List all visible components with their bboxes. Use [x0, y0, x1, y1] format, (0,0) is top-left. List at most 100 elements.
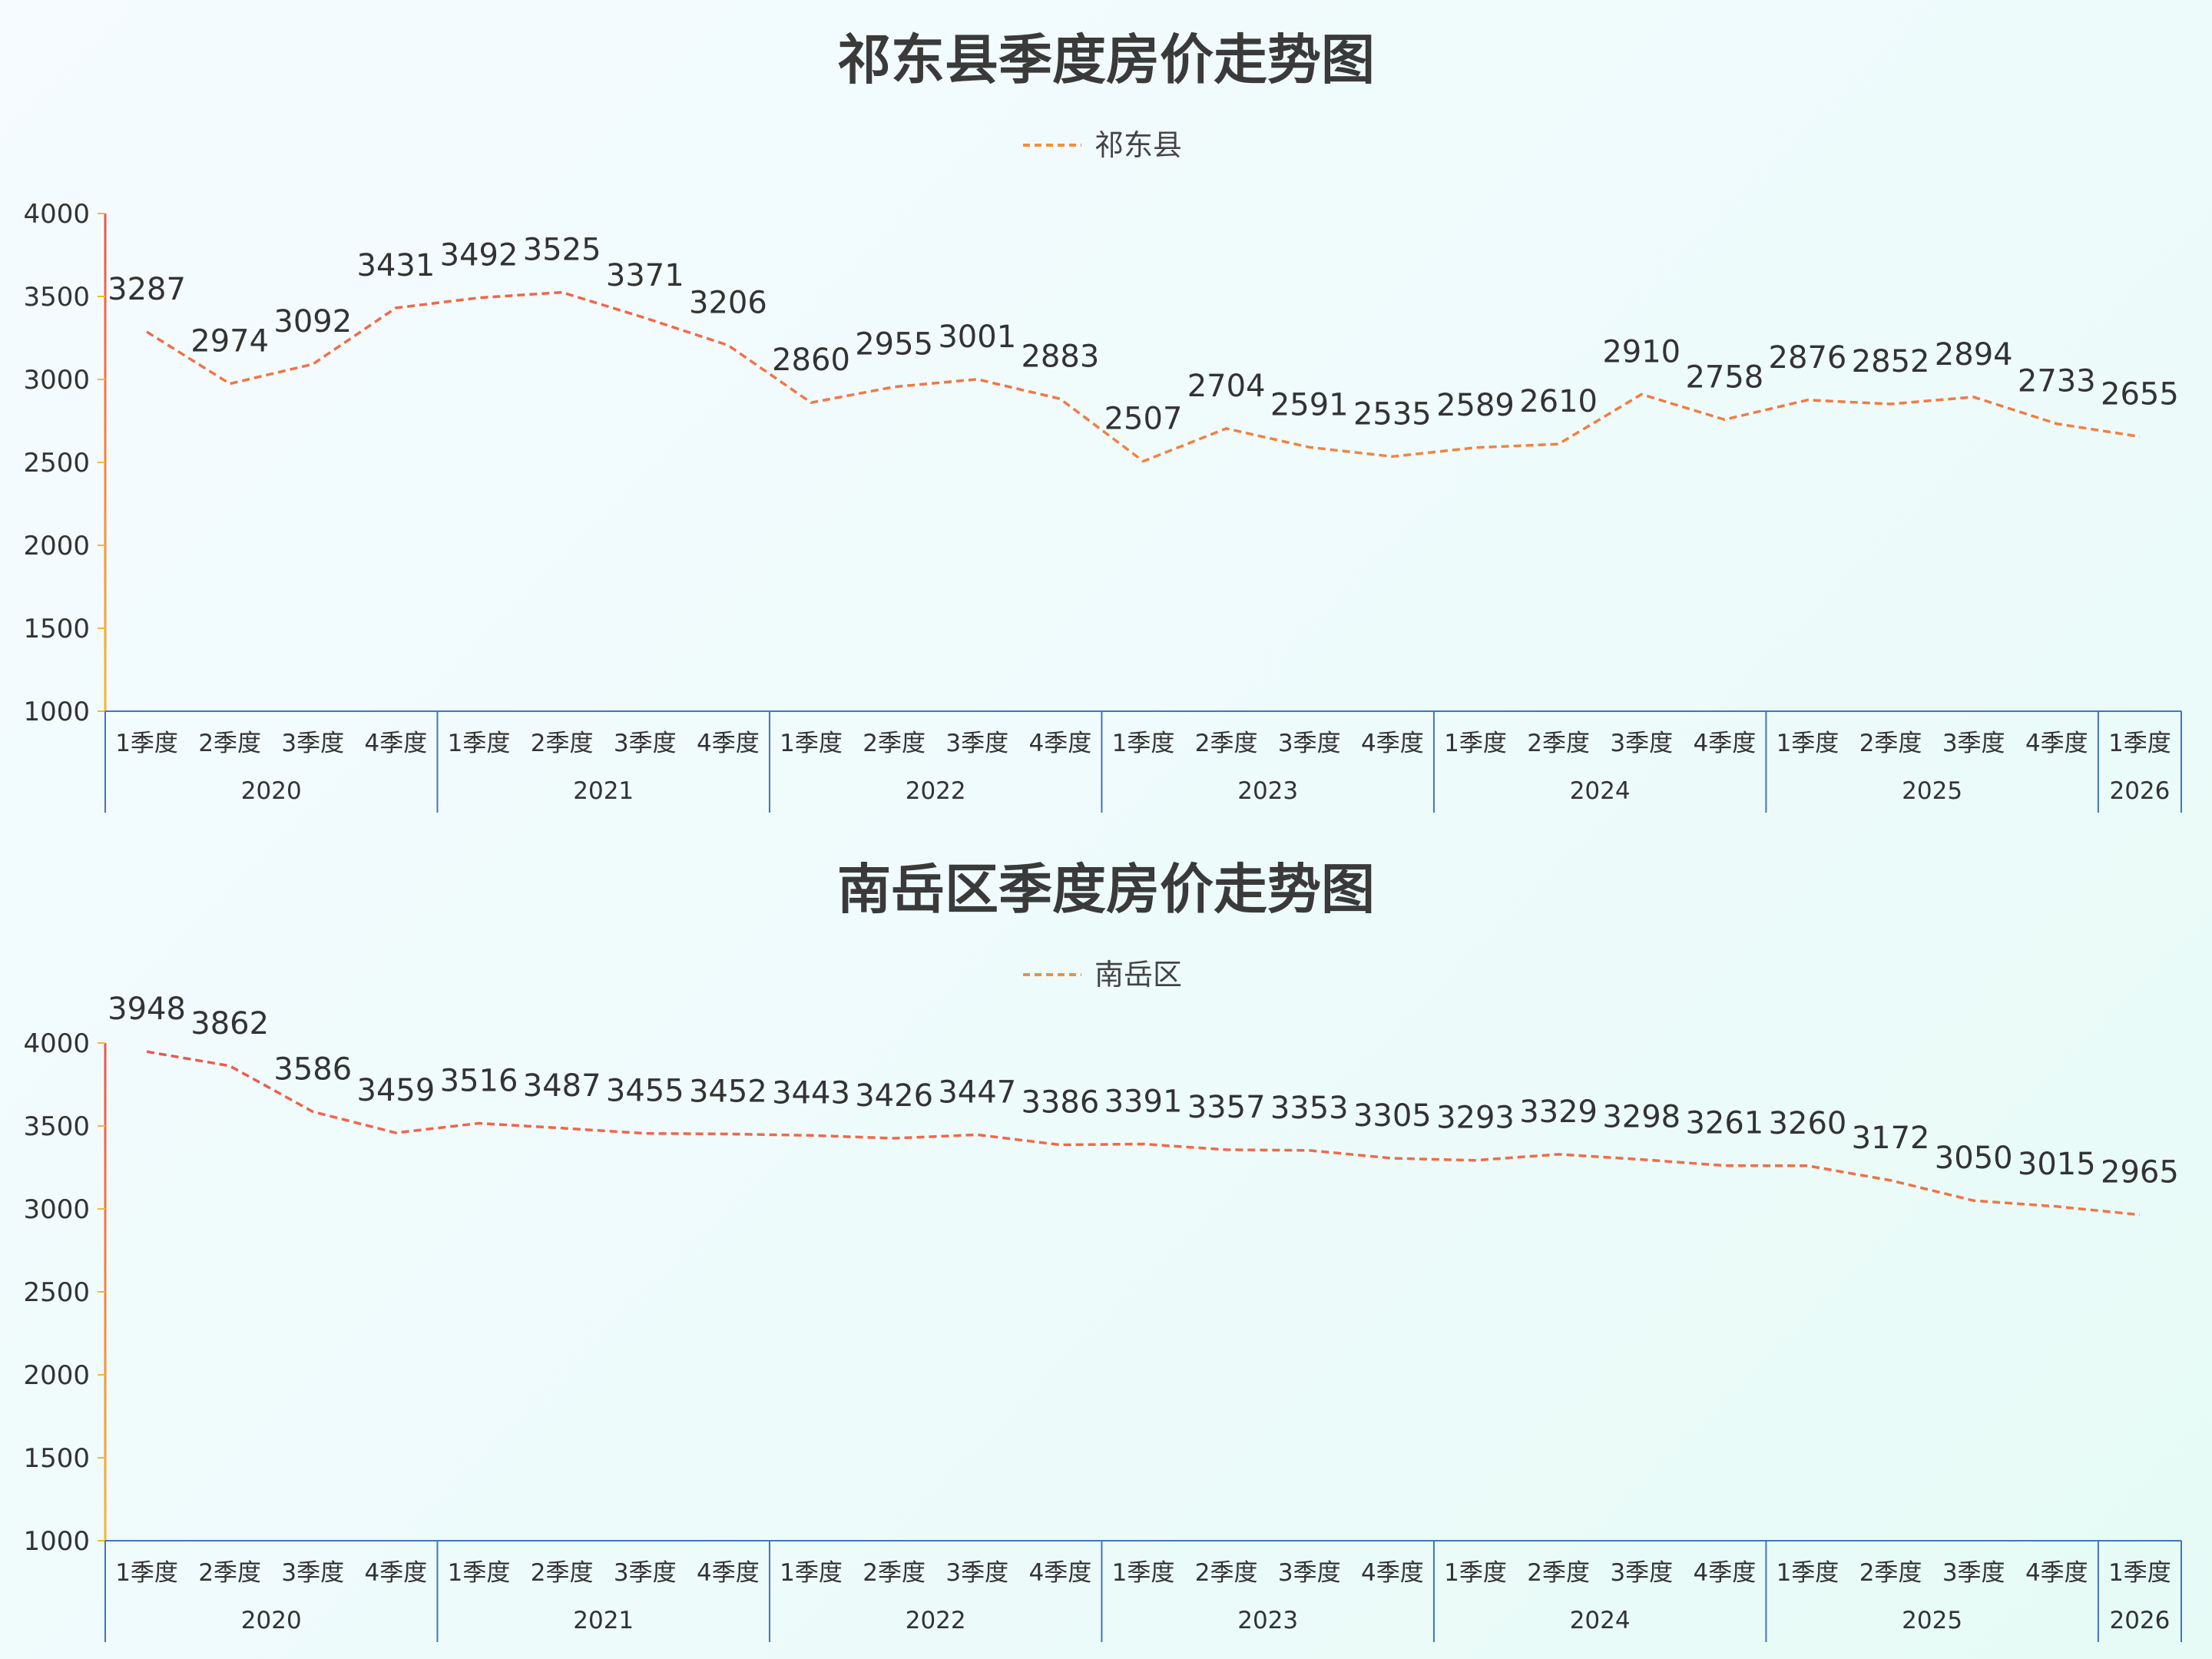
- x-quarter-label: 1季度: [1777, 1559, 1839, 1587]
- x-quarter-label: 3季度: [1278, 730, 1341, 757]
- x-quarter-label: 3季度: [614, 730, 677, 757]
- legend[interactable]: 祁东县: [1023, 128, 1182, 162]
- chart-title: 祁东县季度房价走势图: [837, 28, 1375, 91]
- x-quarter-label: 2季度: [1195, 1559, 1258, 1587]
- y-tick-label: 3500: [23, 282, 90, 313]
- data-label: 3455: [606, 1074, 684, 1109]
- data-label: 3447: [938, 1075, 1016, 1110]
- data-label: 2910: [1602, 334, 1681, 369]
- x-quarter-label: 3季度: [1942, 1559, 2005, 1587]
- chart-title: 南岳区季度房价走势图: [837, 858, 1375, 921]
- y-tick-label: 2000: [23, 1360, 90, 1391]
- x-year-label: 2024: [1570, 1607, 1631, 1634]
- data-label: 2733: [2018, 364, 2096, 399]
- data-label: 2589: [1436, 388, 1515, 423]
- data-label: 3015: [2018, 1147, 2096, 1182]
- x-quarter-label: 4季度: [2025, 730, 2088, 757]
- data-label: 2974: [190, 324, 269, 359]
- y-tick-label: 1000: [23, 1526, 90, 1557]
- data-label: 3492: [440, 238, 518, 273]
- x-year-label: 2025: [1902, 777, 1962, 805]
- x-year-label: 2022: [906, 777, 966, 805]
- x-quarter-label: 4季度: [1361, 1559, 1424, 1587]
- data-label: 2955: [855, 327, 933, 363]
- data-label: 3516: [440, 1064, 518, 1099]
- data-label: 3862: [190, 1006, 269, 1041]
- data-label: 3386: [1021, 1085, 1099, 1121]
- y-tick-label: 4000: [23, 199, 90, 230]
- data-label: 2704: [1187, 369, 1266, 404]
- x-year-label: 2022: [906, 1607, 966, 1634]
- data-label: 2883: [1021, 339, 1099, 374]
- data-label: 3172: [1852, 1121, 1930, 1156]
- data-label: 3298: [1602, 1100, 1681, 1135]
- x-year-label: 2020: [241, 777, 302, 805]
- x-quarter-label: 4季度: [365, 1559, 428, 1587]
- data-label: 3261: [1685, 1106, 1763, 1141]
- x-quarter-label: 4季度: [1693, 1559, 1756, 1587]
- x-year-label: 2023: [1237, 777, 1298, 805]
- x-quarter-label: 1季度: [780, 1559, 843, 1587]
- x-quarter-label: 1季度: [1112, 730, 1175, 757]
- x-quarter-label: 2季度: [863, 730, 926, 757]
- data-label: 3329: [1519, 1094, 1598, 1130]
- x-quarter-label: 2季度: [863, 1559, 926, 1587]
- x-quarter-label: 2季度: [198, 730, 261, 757]
- legend[interactable]: 南岳区: [1023, 958, 1182, 992]
- x-quarter-label: 1季度: [2108, 1559, 2171, 1587]
- x-quarter-label: 1季度: [1444, 730, 1507, 757]
- x-quarter-label: 1季度: [1112, 1559, 1175, 1587]
- data-label: 3206: [689, 286, 767, 321]
- data-label: 3371: [606, 258, 684, 293]
- x-quarter-label: 1季度: [448, 1559, 511, 1587]
- x-quarter-label: 1季度: [780, 730, 843, 757]
- x-quarter-label: 4季度: [1693, 730, 1756, 757]
- x-year-label: 2023: [1237, 1607, 1298, 1634]
- x-quarter-label: 3季度: [281, 730, 344, 757]
- data-label: 3525: [523, 233, 601, 268]
- data-label: 3260: [1769, 1106, 1847, 1141]
- x-year-label: 2024: [1570, 777, 1631, 805]
- x-quarter-label: 1季度: [1777, 730, 1839, 757]
- x-quarter-label: 3季度: [1610, 1559, 1673, 1587]
- y-tick-label: 1500: [23, 1443, 90, 1474]
- data-label: 3391: [1104, 1084, 1183, 1120]
- data-label: 3487: [523, 1068, 601, 1104]
- y-tick-label: 3500: [23, 1111, 90, 1142]
- data-label: 2591: [1270, 387, 1349, 422]
- data-label: 3948: [108, 992, 186, 1027]
- data-label: 2507: [1104, 401, 1183, 436]
- data-label: 3431: [357, 248, 435, 283]
- legend-label: 祁东县: [1094, 128, 1182, 162]
- data-label: 2860: [772, 343, 850, 378]
- x-quarter-label: 2季度: [1195, 730, 1258, 757]
- series-line: [146, 1050, 2141, 1217]
- data-label: 3459: [357, 1073, 435, 1108]
- x-quarter-label: 4季度: [1029, 730, 1092, 757]
- data-label: 2535: [1353, 396, 1432, 432]
- x-quarter-label: 1季度: [1444, 1559, 1507, 1587]
- x-quarter-label: 4季度: [697, 1559, 760, 1587]
- x-year-label: 2026: [2109, 777, 2170, 805]
- x-year-label: 2021: [573, 1607, 634, 1634]
- x-quarter-label: 1季度: [448, 730, 511, 757]
- x-quarter-label: 1季度: [2108, 730, 2171, 757]
- x-quarter-label: 2季度: [1859, 1559, 1922, 1587]
- x-year-label: 2020: [241, 1607, 302, 1634]
- data-label: 3452: [689, 1074, 767, 1109]
- data-label: 2758: [1685, 359, 1763, 395]
- x-year-label: 2026: [2109, 1607, 2170, 1634]
- data-label: 2610: [1519, 384, 1598, 419]
- x-year-label: 2025: [1902, 1607, 1962, 1634]
- x-quarter-label: 4季度: [1029, 1559, 1092, 1587]
- data-label: 3092: [273, 304, 352, 339]
- x-quarter-label: 2季度: [1527, 1559, 1590, 1587]
- data-label: 3001: [938, 320, 1016, 355]
- data-label: 2965: [2101, 1155, 2179, 1190]
- data-label: 2655: [2101, 377, 2179, 412]
- x-year-label: 2021: [573, 777, 634, 805]
- x-quarter-label: 4季度: [697, 730, 760, 757]
- x-quarter-label: 4季度: [1361, 730, 1424, 757]
